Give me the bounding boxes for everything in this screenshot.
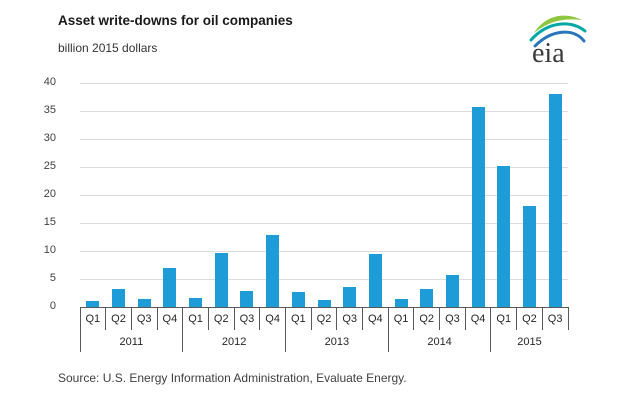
- bar: [266, 235, 280, 307]
- y-axis-tick-label: 15: [43, 216, 56, 228]
- bar: [343, 286, 357, 307]
- chart-unit-label: billion 2015 dollars: [58, 41, 158, 55]
- x-axis-quarter-label: Q4: [368, 313, 383, 325]
- x-axis-quarter-label: Q2: [111, 313, 126, 325]
- y-gridline: [80, 250, 568, 252]
- x-axis-quarter-label: Q3: [342, 313, 357, 325]
- quarter-tick: [567, 307, 569, 330]
- x-axis-quarter-label: Q3: [136, 313, 152, 325]
- year-boundary-tick: [387, 307, 389, 352]
- eia-logo-leaf-icon: [534, 15, 582, 33]
- eia-logo-blue-arc-icon: [533, 30, 586, 48]
- x-axis-quarter-label: Q1: [85, 313, 101, 325]
- year-boundary-tick: [284, 307, 286, 352]
- y-axis-tick-label: 30: [43, 132, 56, 144]
- quarter-tick: [310, 307, 312, 330]
- x-axis-quarter-label: Q2: [522, 313, 537, 325]
- y-axis-tick-label: 20: [43, 188, 56, 200]
- bar: [112, 288, 126, 307]
- x-axis-year-label: 2013: [324, 336, 350, 348]
- year-boundary-tick: [79, 307, 81, 352]
- chart-title: Asset write-downs for oil companies: [58, 13, 293, 28]
- y-gridline: [80, 222, 568, 224]
- bar: [189, 298, 203, 307]
- x-axis-quarter-label: Q4: [162, 313, 178, 325]
- quarter-tick: [439, 307, 441, 330]
- x-axis-line: [80, 307, 569, 308]
- eia-logo: eia: [529, 15, 587, 69]
- y-axis-tick-label: 40: [43, 76, 56, 88]
- bar: [368, 254, 382, 307]
- x-axis-quarter-label: Q1: [393, 313, 409, 325]
- y-gridline: [80, 194, 568, 196]
- quarter-tick: [362, 307, 364, 330]
- x-axis-year-label: 2015: [517, 336, 542, 348]
- bar: [548, 94, 562, 307]
- bar: [214, 253, 228, 307]
- y-axis-tick-label: 0: [49, 300, 56, 312]
- x-axis-quarter-label: Q2: [213, 313, 229, 325]
- quarter-tick: [516, 307, 518, 330]
- year-boundary-tick: [182, 307, 184, 352]
- x-axis-quarter-label: Q3: [547, 313, 563, 325]
- quarter-tick: [156, 307, 158, 330]
- quarter-tick: [464, 307, 466, 330]
- y-axis-tick-label: 25: [43, 160, 56, 172]
- x-axis-quarter-label: Q2: [316, 313, 332, 325]
- bar: [163, 268, 177, 307]
- eia-logo-text: eia: [532, 38, 565, 69]
- x-axis-quarter-label: Q4: [265, 313, 280, 325]
- quarter-tick: [207, 307, 209, 330]
- year-boundary-tick: [490, 307, 492, 352]
- x-axis-quarter-label: Q4: [470, 313, 486, 325]
- eia-logo-teal-arc-icon: [529, 22, 587, 42]
- quarter-tick: [413, 307, 415, 330]
- bar: [86, 300, 100, 307]
- bar: [471, 107, 485, 307]
- y-gridline: [80, 82, 568, 84]
- x-axis-quarter-label: Q1: [188, 313, 203, 325]
- y-axis-tick-label: 35: [43, 104, 56, 116]
- bar: [522, 206, 536, 307]
- bar: [497, 165, 511, 307]
- y-axis-tick-label: 5: [49, 272, 56, 284]
- x-axis-quarter-label: Q3: [445, 313, 460, 325]
- bar: [137, 298, 151, 307]
- quarter-tick: [259, 307, 261, 330]
- x-axis-year-label: 2012: [221, 336, 247, 348]
- quarter-tick: [541, 307, 543, 330]
- x-axis-quarter-label: Q1: [290, 313, 306, 325]
- bar: [240, 290, 254, 307]
- quarter-tick: [105, 307, 107, 330]
- y-gridline: [80, 110, 568, 112]
- x-axis-quarter-label: Q3: [239, 313, 255, 325]
- bar: [445, 274, 459, 307]
- x-axis-quarter-label: Q1: [496, 313, 512, 325]
- y-gridline: [80, 166, 568, 168]
- x-axis-year-label: 2011: [119, 336, 144, 348]
- source-note: Source: U.S. Energy Information Administ…: [58, 371, 407, 385]
- quarter-tick: [130, 307, 132, 330]
- y-gridline: [80, 138, 568, 140]
- y-gridline: [80, 278, 568, 280]
- x-axis-year-label: 2014: [427, 336, 452, 348]
- y-axis-tick-label: 10: [43, 244, 56, 256]
- bar: [317, 300, 331, 307]
- bar: [420, 289, 434, 307]
- quarter-tick: [233, 307, 235, 330]
- bar: [291, 291, 305, 307]
- x-axis-quarter-label: Q2: [419, 313, 435, 325]
- bar: [394, 298, 408, 307]
- quarter-tick: [336, 307, 338, 330]
